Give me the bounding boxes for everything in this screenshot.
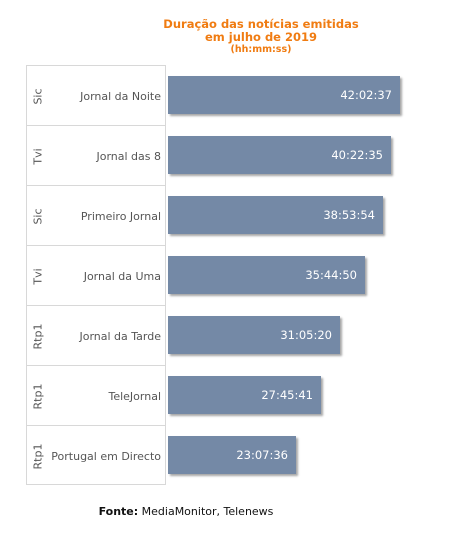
- row-label-cells: Rtp1 TeleJornal: [26, 365, 166, 425]
- row-label-cells: Rtp1 Jornal da Tarde: [26, 305, 166, 365]
- channel-label: Tvi: [27, 126, 49, 186]
- channel-label-text: Rtp1: [31, 323, 45, 349]
- channel-label: Rtp1: [27, 366, 49, 426]
- row-label-cells: Sic Primeiro Jornal: [26, 185, 166, 245]
- bar: 23:07:36: [168, 436, 296, 474]
- program-label: Primeiro Jornal: [80, 209, 161, 223]
- source-note: Fonte: MediaMonitor, Telenews: [0, 505, 372, 518]
- program-label: Jornal da Uma: [83, 269, 161, 283]
- chart-subtitle: (hh:mm:ss): [230, 44, 292, 55]
- bar-value-label: 23:07:36: [236, 448, 288, 462]
- program-label: TeleJornal: [108, 389, 161, 403]
- bar: 38:53:54: [168, 196, 383, 234]
- source-text: MediaMonitor, Telenews: [141, 505, 274, 518]
- chart-row: Sic Jornal da Noite 42:02:37: [26, 65, 466, 125]
- chart-title-line-2: em julho de 2019: [205, 30, 317, 44]
- program-label: Jornal da Noite: [80, 89, 161, 103]
- bar: 35:44:50: [168, 256, 365, 294]
- program-label: Jornal da Tarde: [79, 329, 161, 343]
- bar-value-label: 38:53:54: [323, 208, 375, 222]
- channel-label: Sic: [27, 186, 49, 246]
- bar: 31:05:20: [168, 316, 340, 354]
- channel-label: Tvi: [27, 246, 49, 306]
- chart-row: Rtp1 Jornal da Tarde 31:05:20: [26, 305, 466, 365]
- chart-row: Rtp1 TeleJornal 27:45:41: [26, 365, 466, 425]
- chart-title: Duração das notícias emitidas em julho d…: [150, 17, 372, 56]
- channel-label-text: Tvi: [31, 147, 45, 165]
- bar-value-label: 27:45:41: [261, 388, 313, 402]
- program-label: Jornal das 8: [96, 149, 161, 163]
- channel-label-text: Rtp1: [31, 383, 45, 409]
- chart-row: Tvi Jornal das 8 40:22:35: [26, 125, 466, 185]
- channel-label: Rtp1: [27, 306, 49, 366]
- row-label-cells: Rtp1 Portugal em Directo: [26, 425, 166, 485]
- bar: 42:02:37: [168, 76, 400, 114]
- source-label: Fonte:: [98, 505, 139, 518]
- program-label: Portugal em Directo: [51, 449, 161, 463]
- bar-value-label: 42:02:37: [340, 88, 392, 102]
- chart-row: Tvi Jornal da Uma 35:44:50: [26, 245, 466, 305]
- channel-label-text: Sic: [31, 87, 45, 105]
- row-label-cells: Sic Jornal da Noite: [26, 65, 166, 125]
- channel-label-text: Sic: [31, 207, 45, 225]
- row-label-cells: Tvi Jornal das 8: [26, 125, 166, 185]
- bar-chart: Sic Jornal da Noite 42:02:37 Tvi Jornal das …: [26, 65, 466, 485]
- chart-row: Rtp1 Portugal em Directo 23:07:36: [26, 425, 466, 485]
- bar: 40:22:35: [168, 136, 391, 174]
- bar-value-label: 35:44:50: [305, 268, 357, 282]
- channel-label-text: Tvi: [31, 267, 45, 285]
- bar-value-label: 31:05:20: [280, 328, 332, 342]
- chart-title-line-1: Duração das notícias emitidas: [163, 17, 359, 31]
- channel-label-text: Rtp1: [31, 443, 45, 469]
- bar-value-label: 40:22:35: [331, 148, 383, 162]
- chart-row: Sic Primeiro Jornal 38:53:54: [26, 185, 466, 245]
- bar: 27:45:41: [168, 376, 321, 414]
- channel-label: Sic: [27, 66, 49, 126]
- row-label-cells: Tvi Jornal da Uma: [26, 245, 166, 305]
- channel-label: Rtp1: [27, 426, 49, 486]
